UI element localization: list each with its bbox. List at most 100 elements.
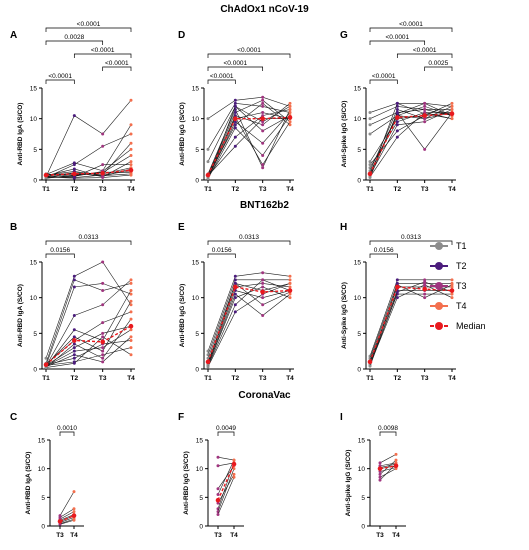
p-value-label: 0.0156 <box>374 247 394 254</box>
median-point <box>233 116 238 121</box>
data-point <box>129 147 133 151</box>
series-line <box>207 115 291 179</box>
data-point <box>261 123 265 127</box>
data-point <box>261 285 265 289</box>
section-title-bnt: BNT162b2 <box>240 200 289 211</box>
series-line <box>45 100 132 178</box>
data-point <box>129 353 133 357</box>
series-line <box>207 118 290 176</box>
data-point <box>129 141 133 145</box>
x-tick-label: T2 <box>394 186 402 193</box>
series-line <box>217 462 235 467</box>
series-line <box>207 283 291 362</box>
data-point <box>261 153 265 157</box>
significance-bracket <box>369 79 398 84</box>
y-tick-label: 0 <box>41 524 45 531</box>
median-point <box>287 115 293 120</box>
data-point <box>72 356 76 360</box>
legend-swatch-median <box>430 321 448 331</box>
panel-h-chart: 0 5 10 15 Anti-Spike IgG (S/CO) T1 T2 T3 T4 0.015… <box>341 234 456 382</box>
x-tick-label: T2 <box>394 375 402 382</box>
data-point <box>423 296 427 300</box>
series-line <box>59 518 75 524</box>
y-tick-label: 5 <box>33 147 37 154</box>
data-point <box>288 104 292 108</box>
series-line <box>45 174 132 179</box>
panel-letter-e: E <box>178 222 185 233</box>
data-point <box>261 166 265 170</box>
y-axis-label: Anti-RBD IgG (S/CO) <box>179 102 186 166</box>
significance-bracket <box>369 40 426 45</box>
data-point <box>101 349 105 353</box>
data-point <box>450 278 454 282</box>
data-point <box>216 455 220 459</box>
data-point <box>206 365 210 369</box>
series-line <box>207 109 291 178</box>
y-tick-label: 5 <box>195 331 199 338</box>
data-point <box>129 338 133 342</box>
data-point <box>101 281 105 285</box>
series-line <box>369 290 452 362</box>
x-tick-label: T3 <box>99 186 107 193</box>
series-line <box>59 508 75 518</box>
data-point <box>423 147 427 151</box>
data-point <box>261 278 265 282</box>
data-point <box>72 510 76 514</box>
significance-bracket <box>59 431 75 436</box>
median-point <box>260 116 265 121</box>
data-point <box>72 176 76 180</box>
legend: T1 T2 T3 T4 Median <box>430 236 486 336</box>
legend-label-t1: T1 <box>456 241 467 251</box>
y-tick-label: 0 <box>195 178 199 185</box>
x-tick-label: T3 <box>99 375 107 382</box>
data-point <box>395 278 399 282</box>
y-tick-label: 10 <box>38 466 46 473</box>
data-point <box>101 260 105 264</box>
median-point <box>215 497 221 503</box>
median-point <box>233 284 238 290</box>
data-point <box>261 95 265 99</box>
data-point <box>233 274 237 278</box>
data-point <box>423 292 427 296</box>
median-point <box>393 463 399 469</box>
p-value-label: <0.0001 <box>77 21 101 28</box>
median-point <box>260 289 265 295</box>
data-point <box>72 507 76 511</box>
data-point <box>72 346 76 350</box>
series-line <box>207 279 291 367</box>
data-point <box>72 278 76 282</box>
x-tick-label: T3 <box>376 532 384 539</box>
median-point <box>43 172 49 178</box>
significance-bracket <box>207 66 264 71</box>
series-line <box>379 463 397 481</box>
data-point <box>206 147 210 151</box>
p-value-label: 0.0098 <box>378 425 398 432</box>
legend-item-t2: T2 <box>430 256 486 276</box>
panel-e-chart: 0 5 10 15 Anti-RBD IgG (S/CO) T1 T2 T3 T4 0.0156 0… <box>179 234 294 382</box>
p-value-label: <0.0001 <box>372 73 396 80</box>
data-point <box>423 120 427 124</box>
panel-c-chart: 0 5 10 15 Anti-RBD IgA (S/CO) T3 T4 0.0010 <box>25 425 84 539</box>
data-point <box>72 314 76 317</box>
x-tick-label: T3 <box>259 186 267 193</box>
series-line <box>369 284 453 366</box>
series-line <box>207 272 291 352</box>
y-axis-label: Anti-RBD IgG (S/CO) <box>179 284 186 348</box>
y-axis-label: Anti-Spike IgG (S/CO) <box>341 101 348 168</box>
series-line <box>45 168 132 178</box>
x-tick-label: T4 <box>230 532 238 539</box>
legend-item-t4: T4 <box>430 296 486 316</box>
median-line <box>379 465 397 470</box>
panel-letter-b: B <box>10 222 18 233</box>
data-point <box>129 292 133 296</box>
p-value-label: <0.0001 <box>91 47 115 54</box>
x-tick-label: T3 <box>259 375 267 382</box>
median-line <box>207 116 291 176</box>
data-point <box>129 153 133 157</box>
series-line <box>59 517 75 523</box>
data-point <box>288 274 292 278</box>
data-point <box>261 111 265 115</box>
legend-label-median: Median <box>456 321 486 331</box>
data-point <box>423 107 427 111</box>
median-point <box>367 359 373 365</box>
